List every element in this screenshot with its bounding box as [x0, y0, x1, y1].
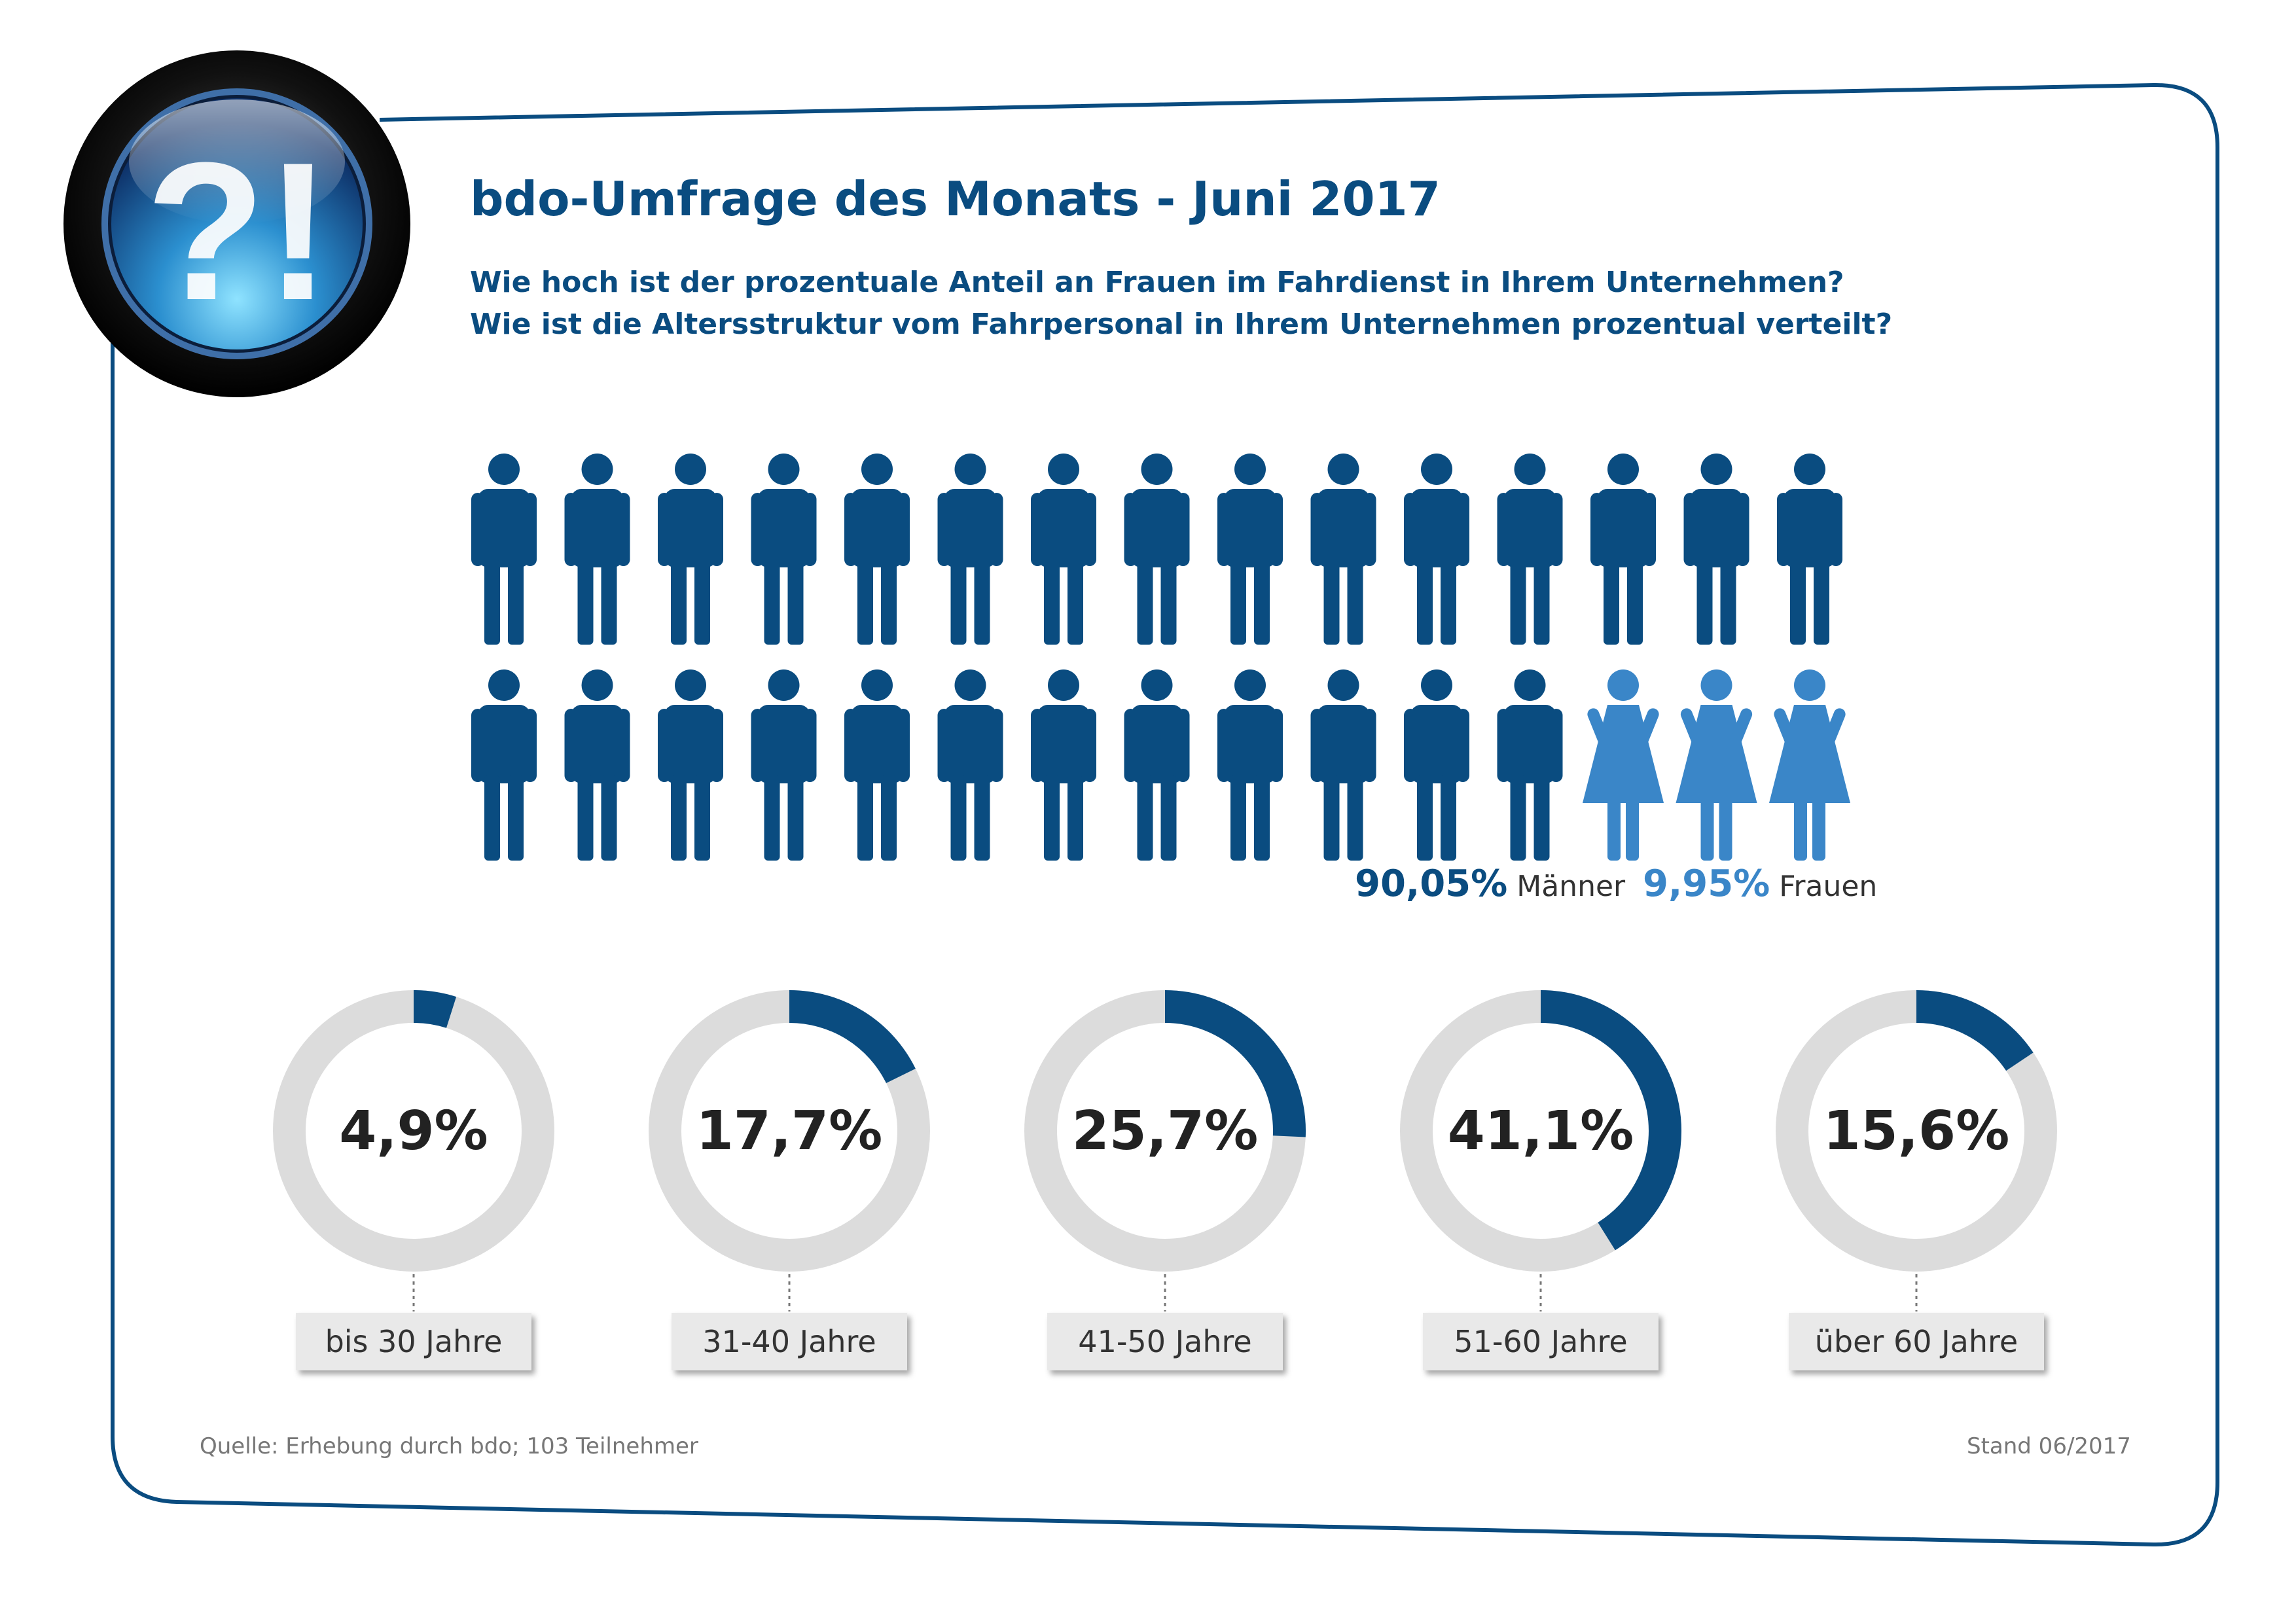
donut-value-label: 15,6% [1823, 1100, 2009, 1162]
age-group-label: 31-40 Jahre [672, 1313, 907, 1370]
question-age-structure: Wie ist die Altersstruktur vom Fahrperso… [470, 308, 1893, 341]
donut-segment [1024, 990, 1306, 1272]
legend-women: 9,95% Frauen [1643, 863, 1877, 905]
question-women-share: Wie hoch ist der prozentuale Anteil an F… [470, 266, 1844, 299]
age-group-label: über 60 Jahre [1789, 1313, 2044, 1370]
women-percent: 9,95% [1643, 863, 1770, 905]
logo-badge: ?! [63, 50, 410, 397]
men-percent: 90,05% [1355, 863, 1508, 905]
age-group-label: 51-60 Jahre [1423, 1313, 1659, 1370]
donut-segment [1776, 990, 2057, 1272]
stand-date: Stand 06/2017 [1967, 1433, 2131, 1459]
source-note: Quelle: Erhebung durch bdo; 103 Teilnehm… [200, 1433, 698, 1459]
page-title: bdo-Umfrage des Monats - Juni 2017 [470, 171, 1441, 226]
donut-segment [1400, 990, 1681, 1272]
donut-value-label: 17,7% [696, 1100, 882, 1162]
donut-value-label: 41,1% [1448, 1100, 1634, 1162]
logo-text: ?! [145, 121, 331, 341]
men-label: Männer [1516, 870, 1626, 903]
donut-value-label: 4,9% [339, 1100, 488, 1162]
donut-segment [649, 990, 930, 1272]
donut-value-label: 25,7% [1072, 1100, 1258, 1162]
women-label: Frauen [1779, 870, 1878, 903]
donut-segment [273, 990, 554, 1272]
age-group-label: 41-50 Jahre [1047, 1313, 1283, 1370]
legend-men: 90,05% Männer [1355, 863, 1625, 905]
survey-questions: Wie hoch ist der prozentuale Anteil an F… [470, 262, 1892, 346]
age-group-label: bis 30 Jahre [296, 1313, 531, 1370]
